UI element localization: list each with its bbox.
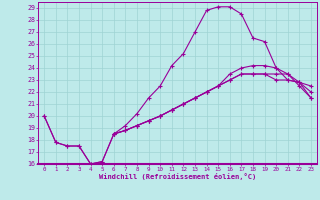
X-axis label: Windchill (Refroidissement éolien,°C): Windchill (Refroidissement éolien,°C): [99, 173, 256, 180]
